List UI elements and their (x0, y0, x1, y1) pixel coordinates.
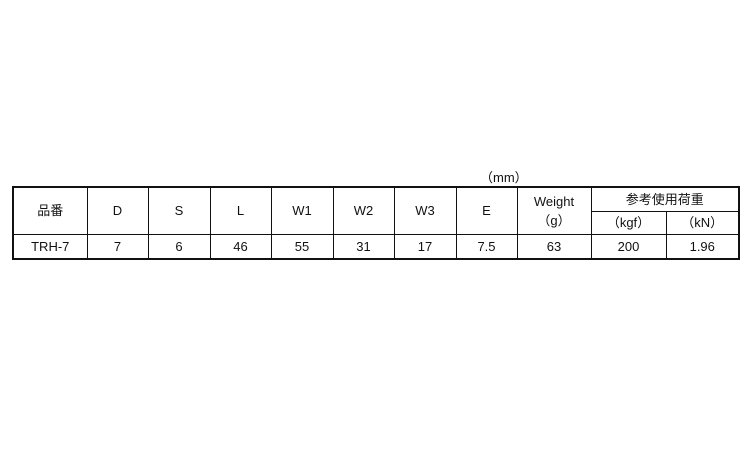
weight-unit: （g） (537, 212, 571, 228)
cell-weight: 63 (516, 233, 592, 260)
cell-part-no: TRH-7 (12, 233, 88, 260)
cell-l: 46 (209, 233, 272, 260)
header-w2: W2 (332, 186, 395, 235)
spec-table: 品番 D S L W1 W2 W3 E Weight （g） 参考使用荷重 （kg… (12, 186, 740, 260)
cell-w2: 31 (332, 233, 395, 260)
header-load-kgf: （kgf） (590, 210, 667, 235)
cell-d: 7 (86, 233, 149, 260)
cell-w3: 17 (393, 233, 457, 260)
unit-note: （mm） (480, 170, 528, 185)
cell-e: 7.5 (455, 233, 518, 260)
header-w1: W1 (270, 186, 334, 235)
header-d: D (86, 186, 149, 235)
header-l: L (209, 186, 272, 235)
header-weight: Weight （g） (516, 186, 592, 235)
table-row: TRH-7 7 6 46 55 31 17 7.5 63 200 1.96 (12, 233, 740, 260)
header-e: E (455, 186, 518, 235)
header-s: S (147, 186, 211, 235)
cell-w1: 55 (270, 233, 334, 260)
cell-s: 6 (147, 233, 211, 260)
header-load-kn: （kN） (665, 210, 740, 235)
header-load: 参考使用荷重 (590, 186, 740, 212)
header-w3: W3 (393, 186, 457, 235)
header-part-no: 品番 (12, 186, 88, 235)
cell-kn: 1.96 (665, 233, 740, 260)
cell-kgf: 200 (590, 233, 667, 260)
weight-label: Weight (533, 193, 575, 209)
